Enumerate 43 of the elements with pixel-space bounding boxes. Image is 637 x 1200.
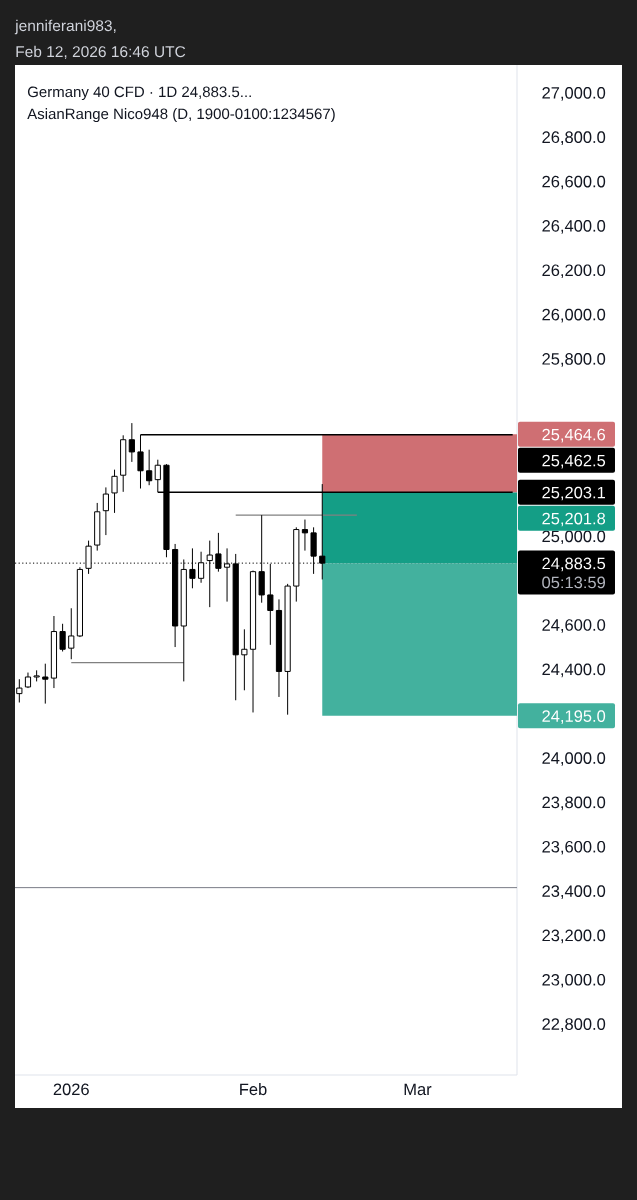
candlestick	[111, 469, 118, 514]
candlestick	[59, 623, 66, 652]
y-tick-label: 26,000.0	[542, 308, 606, 323]
y-tick-label: 24,400.0	[542, 663, 606, 678]
candlestick	[146, 449, 153, 486]
candlestick	[267, 563, 274, 646]
y-tick-label: 23,800.0	[542, 796, 606, 811]
ref-line-label: 24,883.5	[542, 557, 606, 572]
y-tick-label: 23,400.0	[542, 885, 606, 899]
candlestick	[68, 607, 75, 660]
y-tick-label: 23,000.0	[542, 973, 606, 988]
y-tick-label: 25,000.0	[542, 530, 606, 545]
y-tick-label: 25,800.0	[542, 353, 606, 367]
text: 05:13:59	[542, 576, 605, 589]
y-tick-label: 24,000.0	[542, 752, 606, 766]
text: Feb 12, 2026 16:46 UTC	[16, 45, 186, 59]
candlestick	[42, 663, 49, 705]
candlestick	[301, 519, 309, 552]
band-label: 25,464.6	[542, 428, 606, 443]
text: AsianRange Nico948 (D, 1900-0100:1234567)	[27, 108, 335, 123]
y-tick-label: 26,800.0	[542, 131, 606, 145]
y-tick-label: 23,600.0	[542, 840, 606, 855]
y-tick-label: 23,200.0	[542, 929, 606, 944]
y-tick-label: 26,400.0	[542, 220, 606, 234]
text: Germany 40 CFD · 1D 24,883.5...	[27, 86, 251, 101]
band-label: 25,201.8	[542, 512, 606, 527]
text: jenniferani983,	[14, 19, 116, 35]
y-tick-label: 26,600.0	[542, 175, 606, 190]
band-label: 24,195.0	[542, 710, 606, 724]
candlestick	[102, 486, 109, 536]
candlestick	[154, 459, 161, 493]
data-label: 25,462.5	[542, 454, 606, 469]
y-tick-label: 26,200.0	[542, 264, 606, 279]
y-tick-label: 22,800.0	[542, 1018, 606, 1032]
candlestick	[197, 551, 205, 584]
x-tick-label: Mar	[404, 1083, 432, 1096]
data-label: 25,203.1	[542, 486, 605, 501]
candlestick	[241, 628, 248, 691]
y-tick-label: 27,000.0	[542, 87, 606, 101]
candlestick	[128, 422, 135, 463]
y-tick-label: 24,600.0	[542, 619, 606, 633]
x-tick-label: 2026	[53, 1083, 89, 1096]
x-tick-label: Feb	[240, 1083, 267, 1096]
